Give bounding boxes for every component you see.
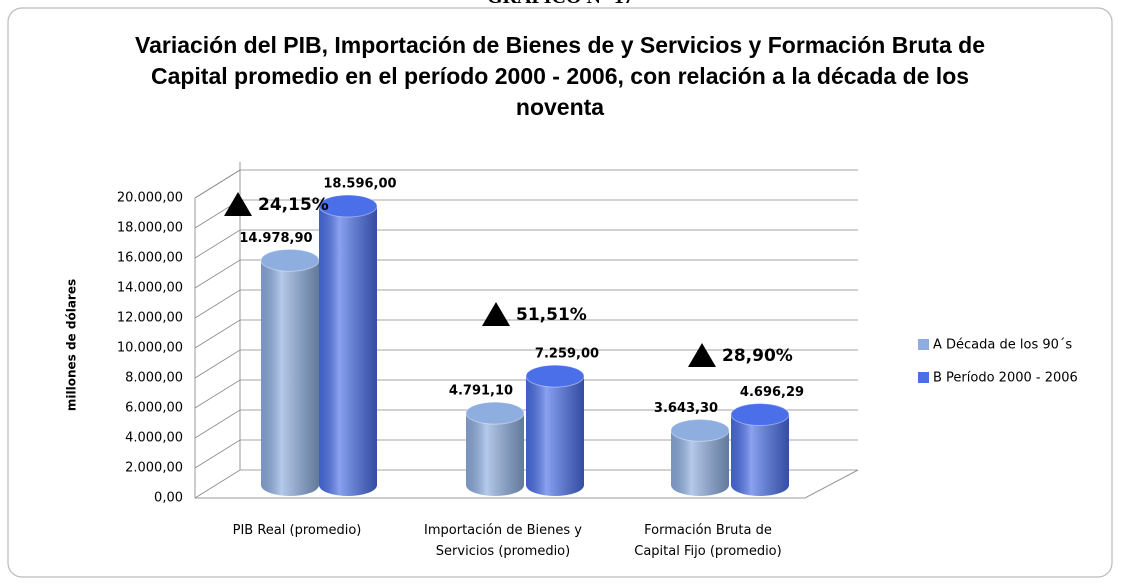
- cylinder-shade: [526, 376, 584, 496]
- cylinder-shade: [466, 413, 524, 496]
- bar: [318, 194, 378, 496]
- value-label: 7.259,00: [535, 347, 599, 362]
- cylinder-top: [730, 403, 790, 427]
- grid-line: [194, 289, 858, 319]
- floor: [195, 469, 859, 499]
- grid-line: [194, 229, 858, 259]
- annotation: 24,15%: [258, 195, 329, 215]
- value-label: 4.696,29: [740, 385, 804, 400]
- y-tick-label: 0,00: [154, 491, 183, 506]
- grid-line: [194, 409, 858, 439]
- legend-swatch: [918, 339, 929, 350]
- x-tick-label: Formación Bruta de Capital Fijo (promedi…: [634, 523, 782, 559]
- cylinder-shade: [731, 414, 789, 496]
- y-axis-label: millones de dólares: [65, 279, 79, 411]
- y-tick-label: 12.000,00: [117, 311, 183, 326]
- grid-line: [194, 469, 858, 499]
- cylinder-top: [318, 194, 378, 218]
- value-label: 18.596,00: [323, 177, 396, 192]
- grid-line: [194, 349, 858, 379]
- grid-line: [194, 319, 858, 349]
- y-tick-label: 4.000,00: [125, 431, 183, 446]
- grid-line: [194, 169, 858, 199]
- annotation: 28,90%: [722, 346, 793, 366]
- legend-swatch: [918, 372, 929, 383]
- bar: [260, 248, 320, 496]
- legend-label: B Período 2000 - 2006: [933, 371, 1078, 386]
- annotation-marker: [688, 343, 716, 367]
- annotation-marker: [224, 192, 252, 216]
- annotation-marker: [482, 302, 510, 326]
- grid-line: [194, 439, 858, 469]
- bar: [730, 403, 790, 496]
- grid-line: [194, 259, 858, 289]
- x-tick-label: PIB Real (promedio): [232, 523, 362, 538]
- grid-line: [194, 379, 858, 409]
- cylinder-shade: [671, 430, 729, 496]
- y-tick-label: 2.000,00: [125, 461, 183, 476]
- cylinder-top: [465, 401, 525, 425]
- y-tick-label: 6.000,00: [125, 401, 183, 416]
- heading: GRÁFICO N° 17: [0, 0, 1121, 9]
- cylinder-top: [260, 248, 320, 272]
- cylinder-top: [670, 418, 730, 442]
- bar: [670, 418, 730, 496]
- value-label: 4.791,10: [449, 384, 513, 399]
- bar: [465, 401, 525, 496]
- annotation: 51,51%: [516, 305, 587, 325]
- chart-title: Variación del PIB, Importación de Bienes…: [135, 32, 985, 120]
- value-label: 3.643,30: [654, 401, 718, 416]
- y-tick-label: 16.000,00: [117, 251, 183, 266]
- y-tick-label: 10.000,00: [117, 341, 183, 356]
- bar: [525, 364, 585, 496]
- y-tick-label: 14.000,00: [117, 281, 183, 296]
- y-tick-label: 8.000,00: [125, 371, 183, 386]
- cylinder-top: [525, 364, 585, 388]
- y-tick-label: 20.000,00: [117, 191, 183, 206]
- value-label: 14.978,90: [239, 231, 312, 246]
- x-tick-label: Importación de Bienes y Servicios (prome…: [424, 523, 582, 559]
- legend-label: A Década de los 90´s: [933, 338, 1072, 353]
- cylinder-shade: [319, 206, 377, 496]
- cylinder-shade: [261, 260, 319, 496]
- y-tick-label: 18.000,00: [117, 221, 183, 236]
